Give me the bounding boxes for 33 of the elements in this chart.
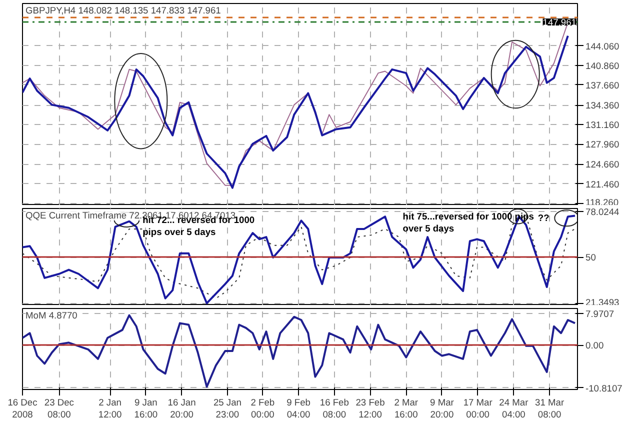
y-tick-label: 140.860 <box>586 60 620 71</box>
chart-title: MoM 4.8770 <box>26 310 78 320</box>
chart-title: GBPJPY,H4 148.082 148.135 147.833 147.961 <box>26 6 221 16</box>
y-tick-label: 144.060 <box>586 41 620 52</box>
y-tick-label: 134.360 <box>586 100 620 111</box>
y-tick-label: 127.960 <box>586 140 620 150</box>
ref-line-label: 147.961 <box>542 18 577 28</box>
x-tick-label: 16 Dec 2008 <box>8 398 38 420</box>
x-tick-label: 2 Jan 12:00 <box>98 398 122 420</box>
y-tick-label: 7.9707 <box>586 308 614 319</box>
x-tick-label: 25 Jan 23:00 <box>213 398 242 420</box>
y-tick-label: 131.160 <box>586 120 620 130</box>
y-tick-label: 78.0244 <box>586 207 620 218</box>
y-tick-label: 121.460 <box>586 179 620 190</box>
x-tick-label: 16 Feb 08:00 <box>320 398 349 420</box>
y-tick-label: 137.660 <box>586 80 620 90</box>
x-tick-label: 17 Mar 00:00 <box>463 398 492 420</box>
y-tick-label: 50 <box>586 252 596 262</box>
y-tick-label: 0.00 <box>586 340 604 351</box>
y-tick-label: 124.660 <box>586 160 620 170</box>
x-tick-label: 2 Feb 00:00 <box>250 398 275 420</box>
line-series <box>22 314 576 388</box>
x-tick-label: 23 Dec 08:00 <box>44 398 74 420</box>
x-tick-label: 16 Jan 20:00 <box>168 398 196 420</box>
x-tick-label: 2 Mar 16:00 <box>394 398 418 420</box>
x-tick-label: 23 Feb 12:00 <box>356 398 385 420</box>
x-tick-label: 24 Mar 04:00 <box>499 398 528 420</box>
x-tick-label: 9 Jan 16:00 <box>134 398 158 420</box>
x-tick-label: 31 Mar 08:00 <box>535 398 564 420</box>
y-tick-label: -10.8107 <box>586 383 622 394</box>
x-tick-label: 9 Feb 04:00 <box>286 398 310 420</box>
annotation: ?? <box>538 213 550 224</box>
x-tick-label: 9 Mar 20:00 <box>430 398 454 420</box>
